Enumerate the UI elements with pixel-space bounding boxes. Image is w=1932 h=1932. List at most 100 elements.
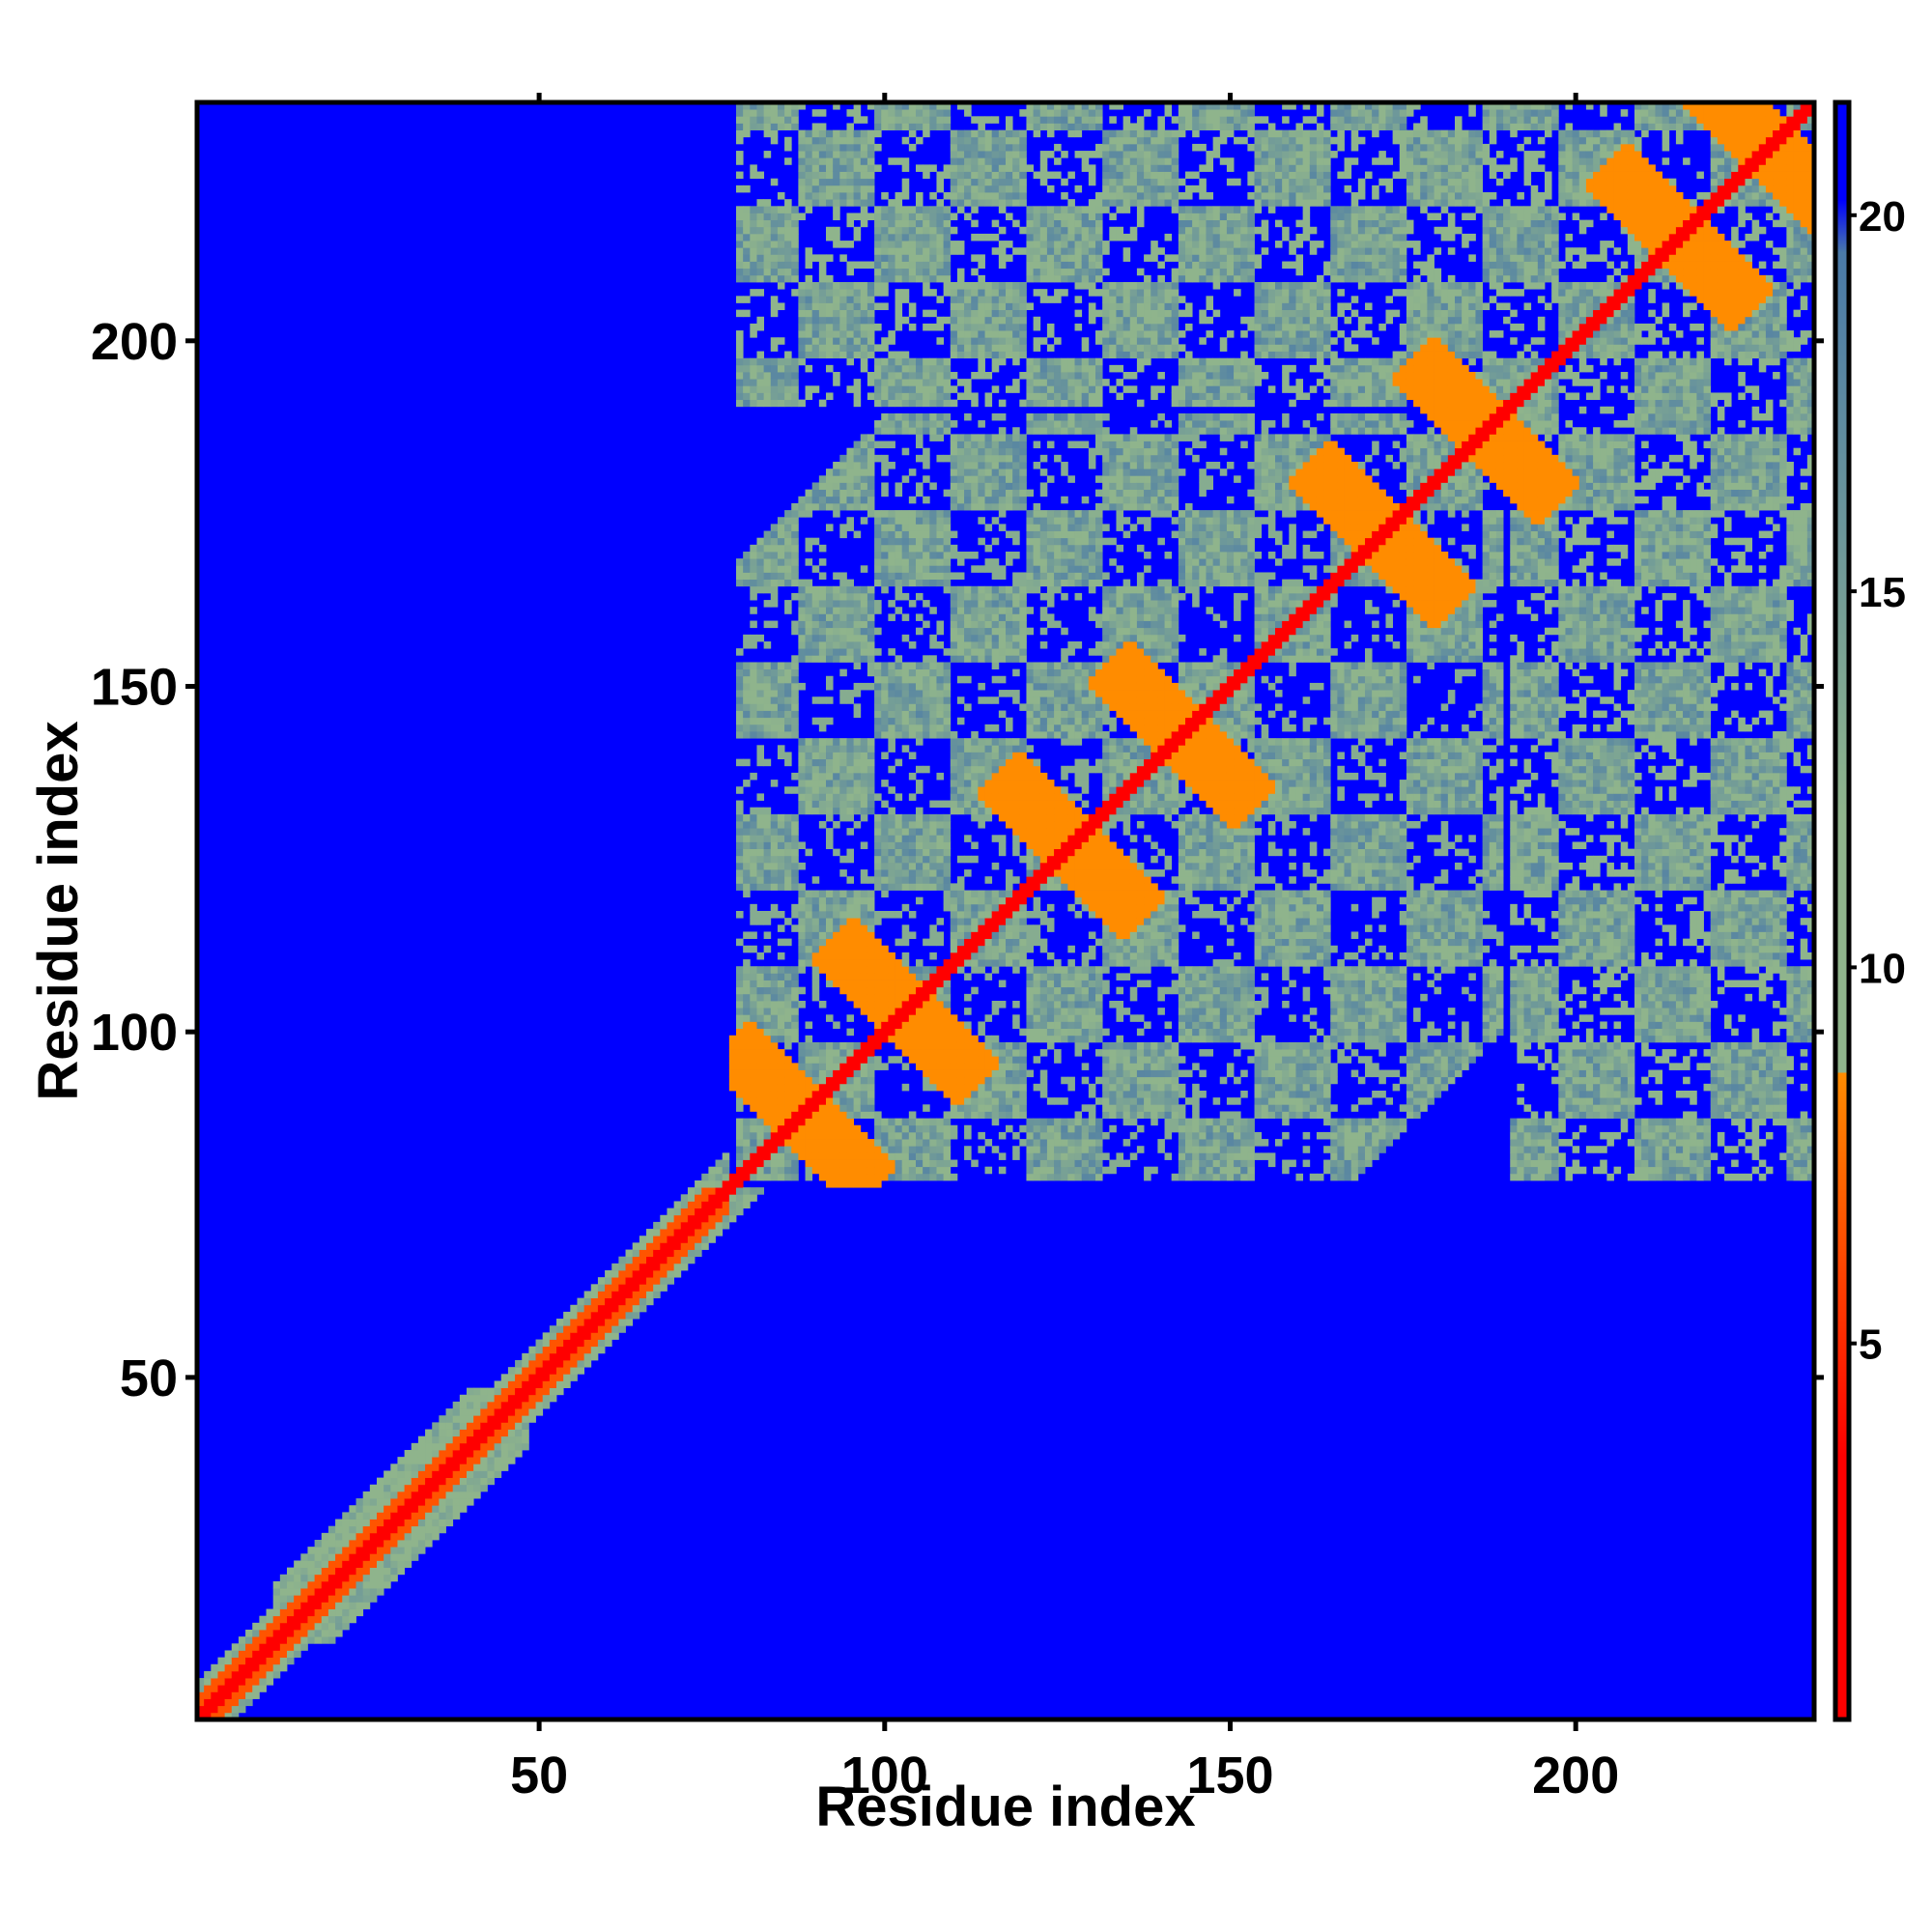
heatmap-cell [888,986,895,995]
heatmap-cell [763,918,772,925]
heatmap-cell [500,1463,509,1471]
heatmap-cell [425,1463,433,1471]
heatmap-cell [728,1180,737,1188]
heatmap-cell [743,1124,751,1133]
heatmap-cell [743,558,751,566]
heatmap-cell [964,1104,972,1112]
heatmap-cell [818,109,827,117]
heatmap-cell [978,337,985,345]
heatmap-cell [397,1560,406,1569]
heatmap-cell [929,379,937,386]
heatmap-cell [826,1152,834,1160]
heatmap-cell [846,123,855,131]
heatmap-cell [901,869,910,877]
heatmap-cell [916,1166,923,1175]
heatmap-cell [238,1636,246,1644]
heatmap-cell [417,1450,426,1458]
heatmap-cell [750,641,757,649]
heatmap-cell [763,600,772,608]
heatmap-cell [342,1547,350,1554]
heatmap-cell [956,489,965,497]
heatmap-cell [231,1705,240,1714]
heatmap-cell [964,1124,972,1133]
heatmap-cell [743,565,751,573]
heatmap-cell [888,862,895,870]
heatmap-cell [833,102,840,110]
heatmap-cell [500,1429,509,1437]
heatmap-cell [763,364,772,373]
heatmap-cell [860,1111,868,1120]
heatmap-cell [542,1394,551,1403]
heatmap-cell [736,129,744,138]
heatmap-cell [964,738,972,746]
heatmap-cell [971,745,979,753]
heatmap-cell [978,199,985,207]
heatmap-cell [217,1705,226,1714]
heatmap-cell [833,655,840,663]
heatmap-cell [874,869,882,877]
heatmap-cell [846,931,855,940]
heatmap-cell [784,841,792,850]
heatmap-cell [874,572,882,581]
heatmap-cell [998,807,1007,815]
heatmap-cell [798,151,806,158]
heatmap-cell [300,1608,308,1617]
heatmap-cell [590,1284,599,1292]
heatmap-cell [805,924,813,932]
heatmap-cell [998,903,1007,912]
heatmap-cell [791,1097,799,1105]
heatmap-cell [853,896,862,905]
heatmap-cell [397,1491,406,1499]
heatmap-cell [335,1532,343,1541]
heatmap-cell [998,1166,1007,1175]
heatmap-cell [756,385,765,393]
heatmap-cell [756,848,765,857]
heatmap-cell [929,634,937,642]
heatmap-cell [998,136,1007,145]
heatmap-cell [763,986,772,995]
heatmap-cell [770,261,779,270]
heatmap-cell [791,862,799,870]
heatmap-cell [984,316,993,325]
heatmap-cell [923,1069,930,1078]
heatmap-cell [770,911,779,919]
heatmap-cell [936,385,945,393]
heatmap-cell [826,966,834,974]
heatmap-cell [867,171,875,180]
heatmap-cell [750,855,757,864]
heatmap-cell [895,296,903,303]
heatmap-cell [984,780,993,787]
heatmap-cell [798,282,806,290]
heatmap-cell [916,828,923,836]
heatmap-cell [867,1104,875,1112]
heatmap-cell [943,572,952,581]
heatmap-cell [805,1083,813,1092]
heatmap-cell [750,675,757,684]
heatmap-cell [590,1291,599,1299]
heatmap-cell [272,1588,281,1596]
heatmap-cell [784,1035,792,1043]
heatmap-cell [798,931,806,940]
heatmap-cell [736,1001,744,1009]
heatmap-cell [839,1069,847,1078]
heatmap-cell [923,1049,930,1057]
heatmap-cell [881,440,889,449]
heatmap-cell [881,489,889,497]
heatmap-cell [881,544,889,553]
heatmap-cell [756,835,765,842]
heatmap-cell [818,786,827,794]
heatmap-cell [888,973,895,980]
heatmap-cell [867,793,875,801]
heatmap-cell [908,682,917,691]
heatmap-cell [853,233,862,242]
heatmap-cell [294,1602,301,1609]
heatmap-cell [888,219,895,228]
heatmap-cell [784,1173,792,1181]
heatmap-cell [984,634,993,642]
heatmap-cell [839,1104,847,1112]
heatmap-cell [916,876,923,884]
heatmap-cell [998,143,1007,152]
heatmap-cell [936,1049,945,1057]
heatmap-cell [307,1630,316,1637]
heatmap-cell [867,634,875,642]
